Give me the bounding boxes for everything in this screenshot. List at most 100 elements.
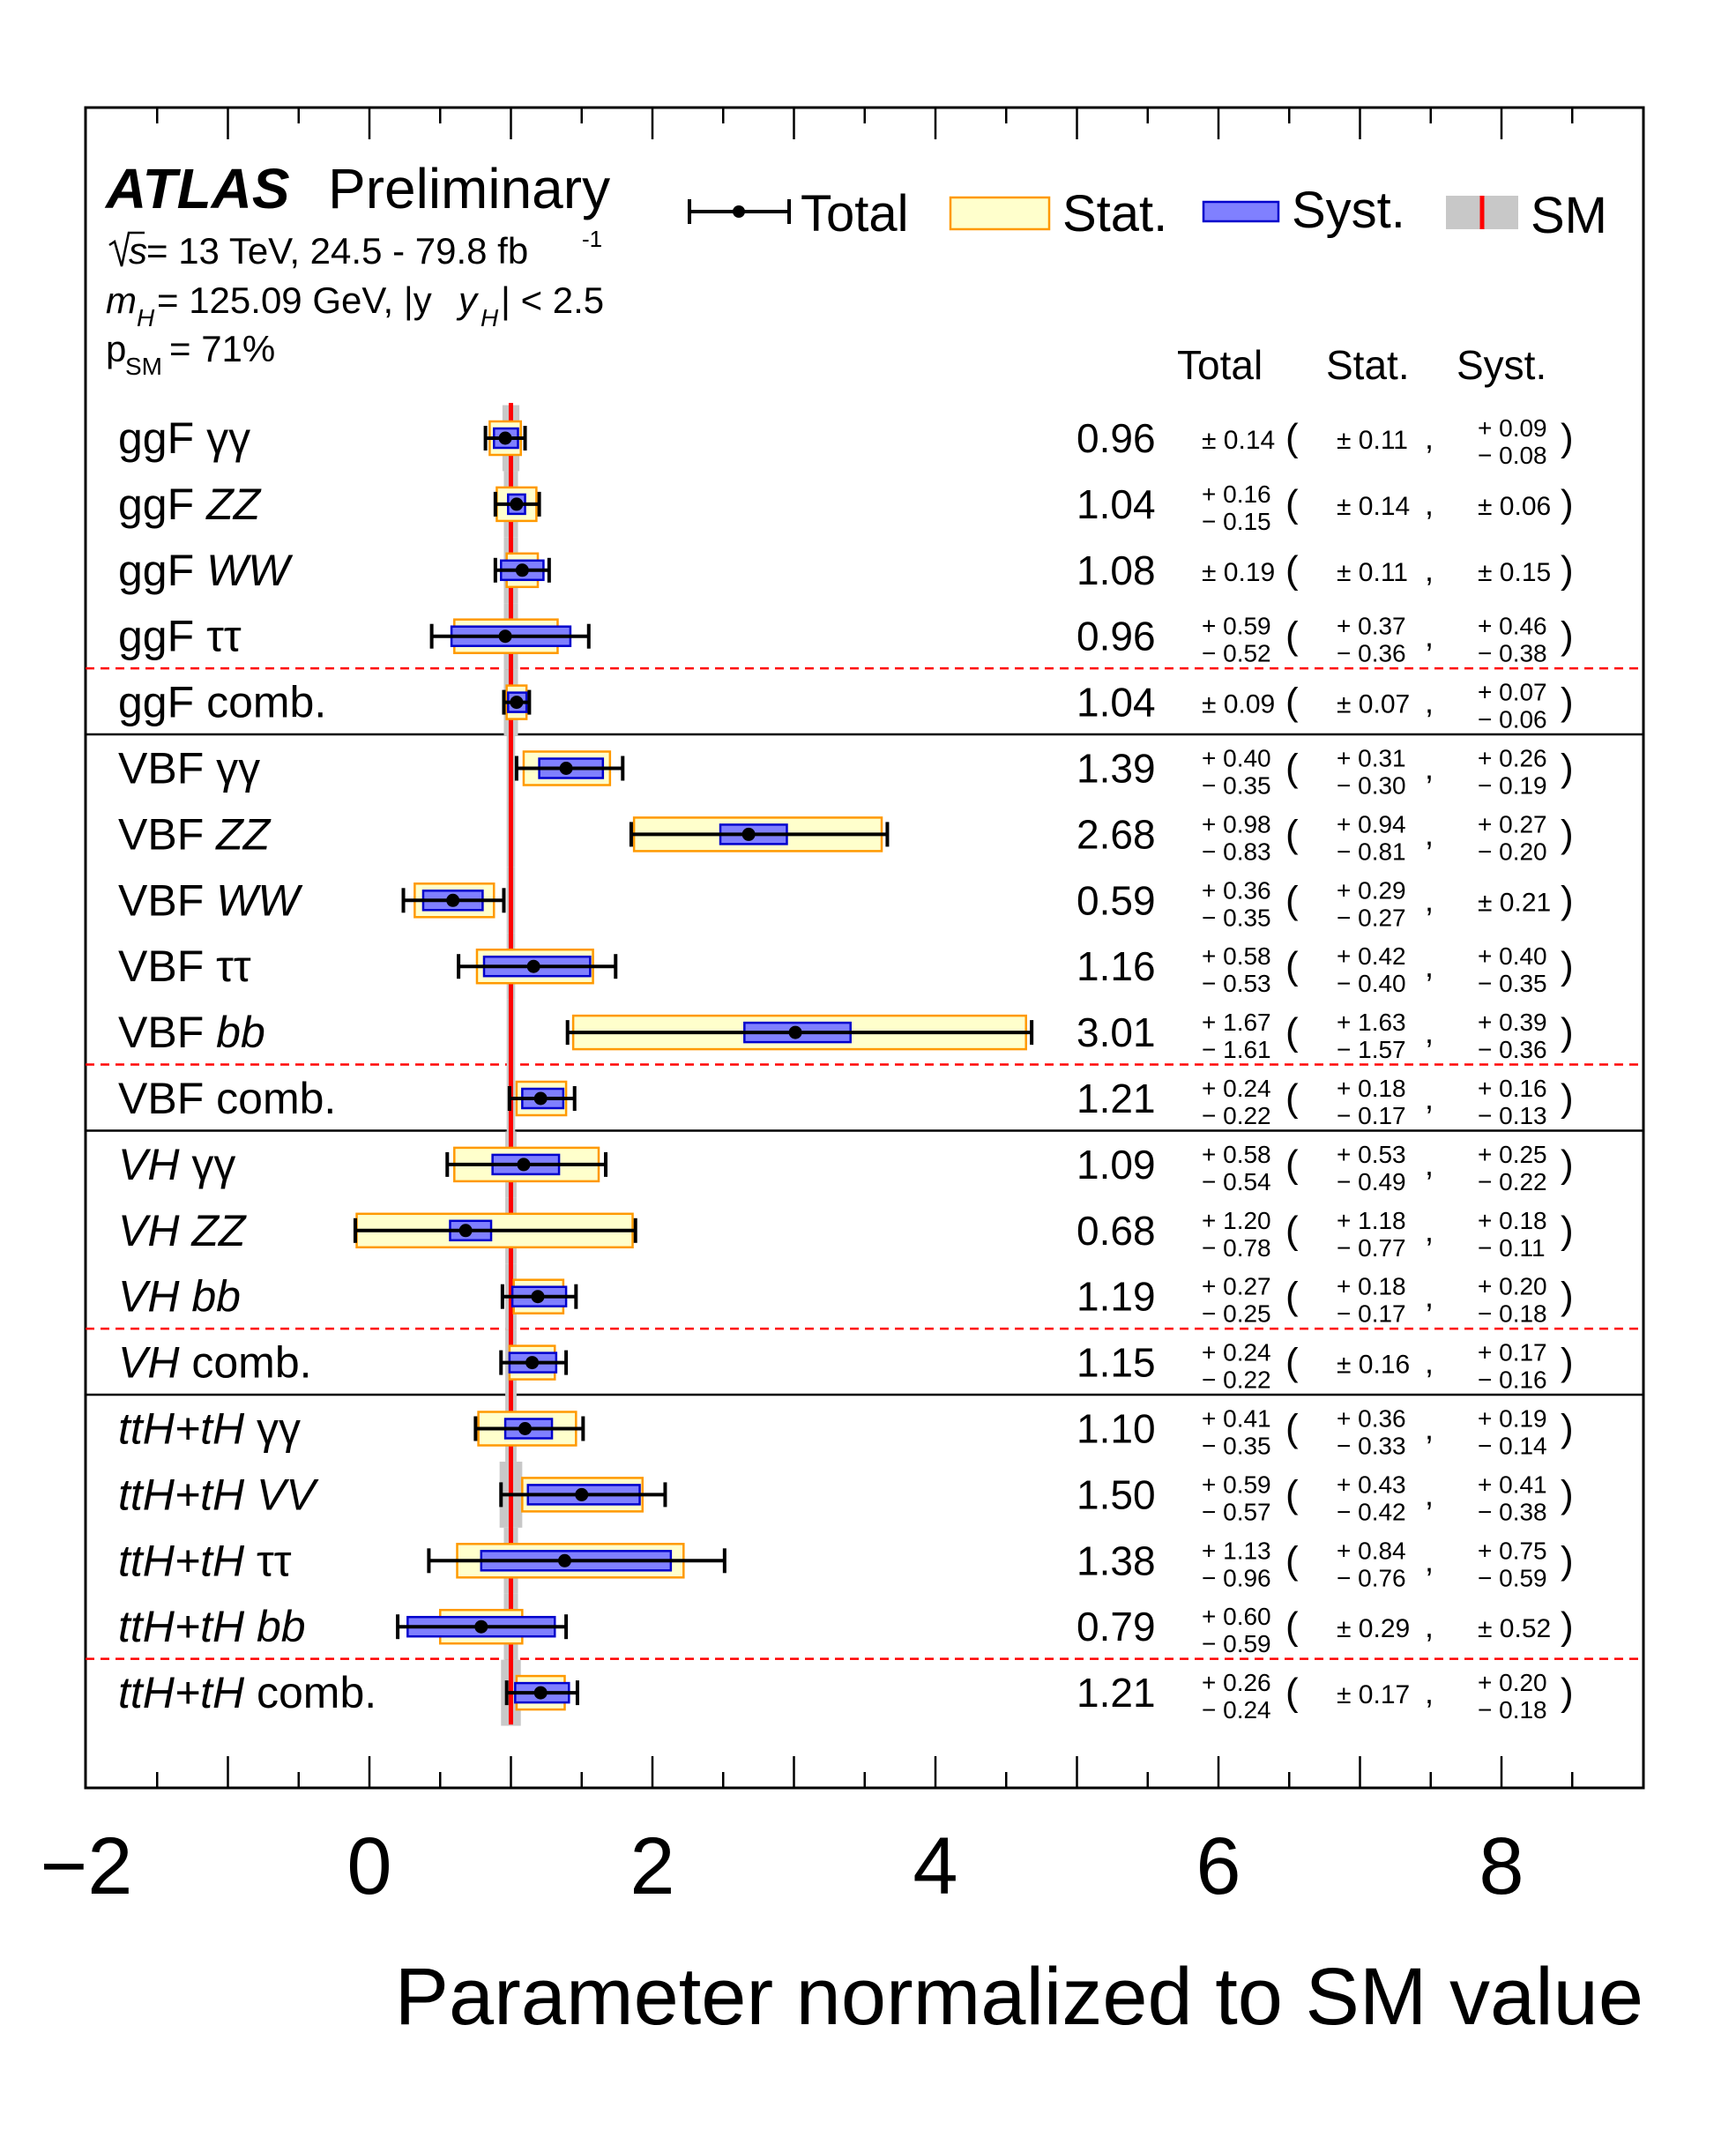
- stat-uncertainty-down: − 0.76: [1337, 1564, 1406, 1591]
- row-marks: [500, 1278, 578, 1314]
- row-marks: [473, 1411, 585, 1447]
- group-separators: [86, 666, 1643, 1660]
- central-value: 0.96: [1077, 415, 1156, 461]
- decay-channel: comb.: [244, 1668, 376, 1717]
- central-value: 1.04: [1077, 680, 1156, 726]
- decay-channel: ZZ: [204, 809, 271, 859]
- total-uncertainty-up: + 1.13: [1202, 1537, 1271, 1564]
- stat-uncertainty: ± 0.14: [1337, 492, 1410, 521]
- central-value: 1.50: [1077, 1471, 1156, 1517]
- stat-uncertainty-up: + 0.94: [1337, 810, 1406, 838]
- total-uncertainty-down: − 0.52: [1202, 640, 1271, 667]
- row-text: ggF comb. 1.04 ± 0.09 (± 0.07, + 0.07− 0.06): [118, 678, 1574, 733]
- row-label: ggF comb.: [118, 678, 326, 727]
- central-value-point: [525, 1356, 540, 1370]
- total-uncertainty-down: − 0.57: [1202, 1498, 1271, 1525]
- row-marks: [629, 816, 890, 853]
- total-uncertainty-up: + 0.60: [1202, 1603, 1271, 1630]
- open-paren: (: [1285, 1010, 1299, 1054]
- production-mode: VBF: [118, 875, 204, 925]
- syst-uncertainty-up: + 0.39: [1478, 1009, 1547, 1036]
- total-uncertainty: ± 0.19: [1202, 558, 1275, 587]
- decay-channel: WW: [194, 546, 294, 595]
- syst-uncertainty-down: − 0.35: [1478, 970, 1547, 997]
- central-value-point: [515, 563, 529, 577]
- svg-text:Stat.: Stat.: [1062, 185, 1167, 242]
- total-uncertainty-down: − 0.96: [1202, 1564, 1271, 1591]
- total-uncertainty-down: − 1.61: [1202, 1036, 1271, 1063]
- open-paren: (: [1285, 1407, 1299, 1450]
- svg-text:-1: -1: [582, 226, 602, 252]
- central-value: 1.38: [1077, 1538, 1156, 1583]
- decay-channel: VV: [244, 1470, 319, 1519]
- row-text: ttH+tH comb. 1.21 + 0.26− 0.24 (± 0.17, + 0.…: [118, 1668, 1574, 1724]
- close-paren: ): [1561, 1209, 1574, 1252]
- production-mode: VH: [118, 1140, 180, 1189]
- row-labels-and-values: ggF γγ 0.96 ± 0.14(± 0.11, + 0.09− 0.08)ggF…: [118, 413, 1574, 1724]
- decay-channel: bb: [179, 1272, 241, 1322]
- row-marks: [396, 1608, 569, 1645]
- total-uncertainty-up: + 0.59: [1202, 1471, 1271, 1498]
- syst-uncertainty-up: + 0.07: [1478, 679, 1547, 706]
- total-uncertainty-up: + 0.24: [1202, 1075, 1271, 1102]
- stat-uncertainty-down: − 0.40: [1337, 970, 1406, 997]
- production-mode: ttH+tH: [118, 1602, 245, 1651]
- syst-uncertainty-down: − 0.18: [1478, 1300, 1547, 1328]
- central-value-point: [575, 1487, 589, 1501]
- svg-text:= 125.09 GeV, |y: = 125.09 GeV, |y: [157, 279, 432, 321]
- comma: ,: [1425, 750, 1434, 786]
- stat-uncertainty-up: + 0.42: [1337, 942, 1406, 970]
- axis-ticks: [156, 108, 1574, 1788]
- row-label: ggF ZZ: [118, 480, 262, 529]
- production-mode: ttH+tH: [118, 1668, 245, 1717]
- plot-frame: [84, 106, 1645, 1790]
- syst-uncertainty-up: + 0.17: [1478, 1339, 1547, 1366]
- stat-uncertainty: ± 0.16: [1337, 1351, 1410, 1380]
- central-value-point: [498, 629, 512, 644]
- central-value: 1.21: [1077, 1076, 1156, 1121]
- comma: ,: [1425, 1411, 1434, 1447]
- row-label: VBF ZZ: [118, 809, 272, 859]
- open-paren: (: [1285, 812, 1299, 855]
- syst-uncertainty: ± 0.52: [1478, 1614, 1551, 1643]
- open-paren: (: [1285, 416, 1299, 459]
- stat-uncertainty-up: + 0.29: [1337, 876, 1406, 904]
- stat-uncertainty-up: + 1.63: [1337, 1009, 1406, 1036]
- sqrt-symbol: [108, 231, 145, 267]
- total-uncertainty-up: + 0.41: [1202, 1405, 1271, 1433]
- comma: ,: [1425, 486, 1434, 522]
- production-mode: VH: [118, 1206, 180, 1255]
- central-value-point: [458, 1224, 473, 1238]
- stat-uncertainty-up: + 1.18: [1337, 1207, 1406, 1234]
- col-header-stat: Stat.: [1326, 342, 1410, 388]
- syst-uncertainty: ± 0.21: [1478, 888, 1551, 917]
- total-uncertainty-up: + 0.27: [1202, 1273, 1271, 1300]
- syst-uncertainty-up: + 0.18: [1478, 1207, 1547, 1234]
- open-paren: (: [1285, 1605, 1299, 1648]
- syst-uncertainty-up: + 0.16: [1478, 1075, 1547, 1102]
- x-tick-label: 0: [346, 1821, 391, 1911]
- mass-line: m H = 125.09 GeV, |y y H | < 2.5: [106, 279, 604, 331]
- comma: ,: [1425, 1608, 1434, 1644]
- row-marks: [514, 750, 625, 786]
- stat-uncertainty: ± 0.17: [1337, 1680, 1410, 1709]
- stat-uncertainty: ± 0.11: [1337, 558, 1408, 587]
- syst-uncertainty-down: − 0.19: [1478, 772, 1547, 800]
- comma: ,: [1425, 1344, 1434, 1381]
- close-paren: ): [1561, 681, 1574, 724]
- decay-channel: γγ: [179, 1140, 235, 1189]
- row-marks: [507, 1080, 577, 1117]
- row-marks: [504, 1674, 579, 1711]
- row-text: VBF ττ 1.16 + 0.58− 0.53 (+ 0.42− 0.40, + 0.…: [118, 942, 1574, 997]
- production-mode: VBF: [118, 1008, 204, 1057]
- central-value-point: [446, 893, 460, 907]
- svg-text:| < 2.5: | < 2.5: [501, 279, 604, 321]
- production-mode: ggF: [118, 480, 194, 529]
- svg-text:s: s: [129, 230, 147, 272]
- comma: ,: [1425, 618, 1434, 654]
- production-mode: ttH+tH: [118, 1470, 245, 1519]
- stat-uncertainty: ± 0.07: [1337, 690, 1410, 719]
- open-paren: (: [1285, 1472, 1299, 1515]
- total-uncertainty-down: − 0.78: [1202, 1234, 1271, 1262]
- stat-uncertainty-down: − 0.36: [1337, 640, 1406, 667]
